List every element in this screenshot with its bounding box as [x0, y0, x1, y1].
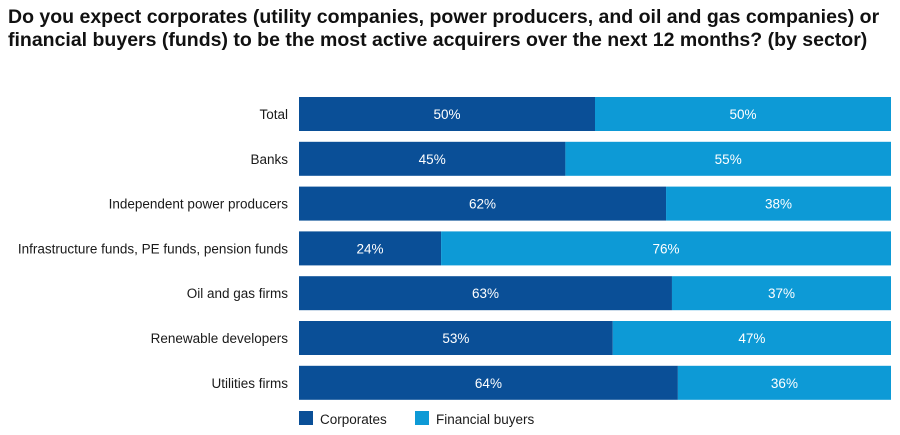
bar-renewable-developers-corporates [299, 321, 613, 355]
bar-independent-power-producers-corporates [299, 186, 667, 221]
bar-infrastructure-funds-pe-funds-pension-funds-financial-buyers [441, 231, 891, 266]
bar-infrastructure-funds-pe-funds-pension-funds-corporates [299, 231, 442, 266]
value-label-utilities-firms-corporates: 64% [475, 376, 502, 391]
value-label-infrastructure-funds-pe-funds-pension-funds-financial-buyers: 76% [653, 241, 680, 256]
value-label-total-financial-buyers: 50% [729, 107, 756, 122]
value-label-total-corporates: 50% [433, 107, 460, 122]
bar-renewable-developers-financial-buyers [612, 321, 891, 355]
value-label-independent-power-producers-financial-buyers: 38% [765, 197, 792, 212]
bar-banks-financial-buyers [565, 141, 891, 176]
legend-label-corporates: Corporates [320, 412, 387, 427]
bar-utilities-firms-corporates [299, 365, 678, 400]
category-label-infrastructure-funds-pe-funds-pension-funds: Infrastructure funds, PE funds, pension … [18, 241, 288, 256]
value-label-utilities-firms-financial-buyers: 36% [771, 376, 798, 391]
value-label-infrastructure-funds-pe-funds-pension-funds-corporates: 24% [357, 241, 384, 256]
bar-utilities-firms-financial-buyers [677, 365, 891, 400]
bar-total-financial-buyers [595, 97, 891, 131]
category-label-utilities-firms: Utilities firms [212, 376, 289, 391]
bar-banks-corporates [299, 141, 566, 176]
legend-swatch-financial-buyers [415, 411, 429, 425]
bar-oil-and-gas-firms-corporates [299, 276, 672, 311]
bar-independent-power-producers-financial-buyers [666, 186, 891, 221]
value-label-renewable-developers-corporates: 53% [442, 331, 469, 346]
value-label-independent-power-producers-corporates: 62% [469, 197, 496, 212]
value-label-renewable-developers-financial-buyers: 47% [738, 331, 765, 346]
value-label-oil-and-gas-firms-corporates: 63% [472, 286, 499, 301]
legend-label-financial-buyers: Financial buyers [436, 412, 535, 427]
bars-group: Total 50% 50% Banks 45% 55% Independent power … [18, 97, 891, 400]
category-label-renewable-developers: Renewable developers [151, 331, 289, 346]
category-label-total: Total [259, 107, 288, 122]
legend: Corporates Financial buyers [299, 411, 535, 427]
value-label-oil-and-gas-firms-financial-buyers: 37% [768, 286, 795, 301]
category-label-banks: Banks [250, 152, 288, 167]
value-label-banks-financial-buyers: 55% [715, 152, 742, 167]
legend-swatch-corporates [299, 411, 313, 425]
category-label-independent-power-producers: Independent power producers [109, 197, 289, 212]
chart-title: Do you expect corporates (utility compan… [8, 6, 880, 51]
value-label-banks-corporates: 45% [419, 152, 446, 167]
category-label-oil-and-gas-firms: Oil and gas firms [187, 286, 289, 301]
bar-oil-and-gas-firms-financial-buyers [671, 276, 891, 311]
bar-total-corporates [299, 97, 595, 131]
